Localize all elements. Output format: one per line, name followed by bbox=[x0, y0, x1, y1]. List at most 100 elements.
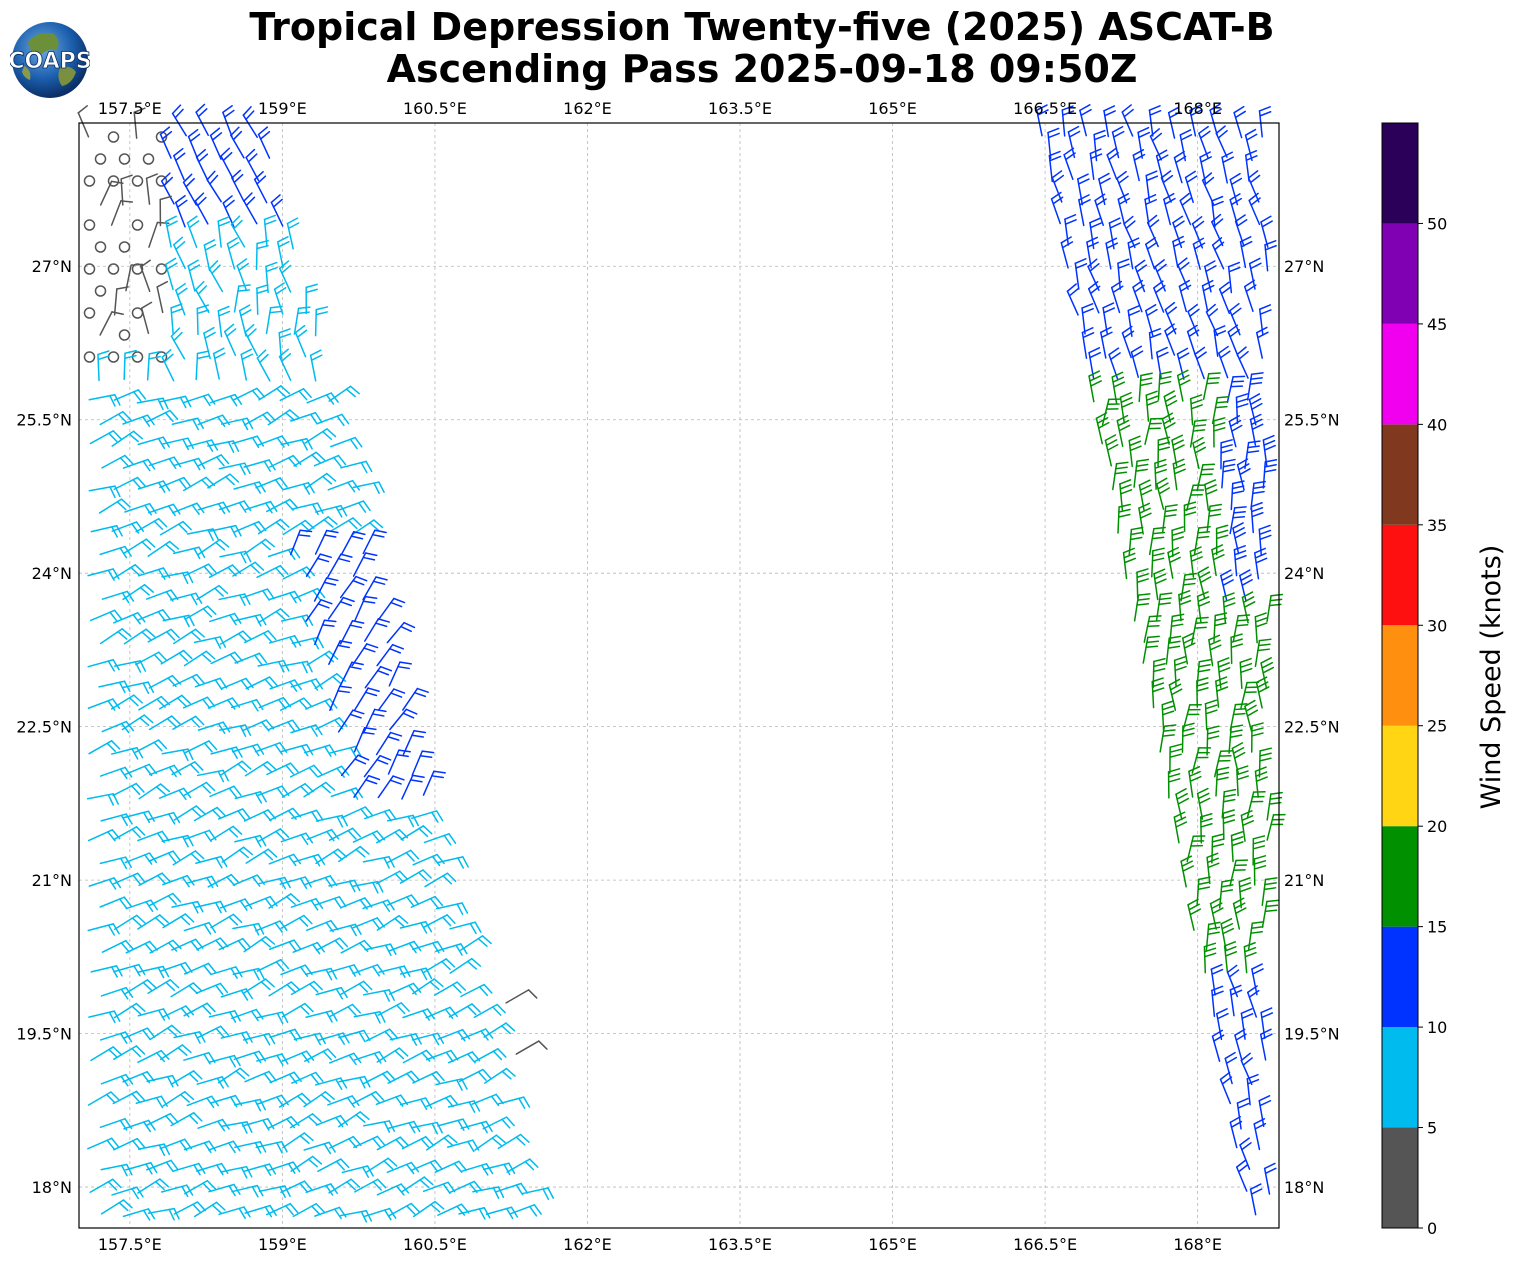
wind-barb bbox=[1177, 257, 1190, 290]
lon-tick-label-bottom: 159°E bbox=[258, 1235, 307, 1254]
wind-barb bbox=[245, 848, 278, 864]
wind-barb bbox=[1260, 215, 1273, 248]
wind-barb bbox=[88, 394, 121, 407]
lat-tick-label-right: 19.5°N bbox=[1284, 1025, 1340, 1044]
wind-barb bbox=[352, 1090, 385, 1105]
wind-barb bbox=[474, 1134, 506, 1151]
wind-barb bbox=[1211, 833, 1225, 864]
wind-barbs bbox=[77, 103, 1286, 1223]
lat-tick-label-right: 25.5°N bbox=[1284, 411, 1340, 430]
wind-barb bbox=[268, 981, 301, 997]
wind-barb bbox=[182, 393, 216, 407]
wind-barb bbox=[1183, 501, 1197, 533]
wind-barb bbox=[1260, 657, 1275, 690]
lon-tick-label-bottom: 168°E bbox=[1173, 1235, 1222, 1254]
wind-barb bbox=[195, 103, 209, 136]
wind-barb bbox=[159, 195, 172, 227]
wind-barb bbox=[365, 1157, 398, 1173]
wind-barb bbox=[267, 719, 301, 732]
wind-barb bbox=[212, 347, 226, 380]
wind-barb bbox=[88, 740, 121, 755]
wind-barb bbox=[99, 896, 132, 909]
wind-barb bbox=[1211, 237, 1225, 270]
wind-barb bbox=[376, 870, 409, 885]
wind-barb bbox=[509, 1204, 542, 1217]
wind-barb bbox=[161, 437, 194, 451]
wind-barb bbox=[149, 764, 182, 778]
wind-barb bbox=[123, 628, 156, 645]
wind-barb bbox=[339, 661, 364, 687]
wind-barb bbox=[1064, 214, 1077, 246]
wind-barb bbox=[278, 328, 292, 360]
wind-barb bbox=[1148, 328, 1162, 360]
wind-barb bbox=[376, 1183, 410, 1196]
wind-barb bbox=[1243, 941, 1257, 974]
wind-barb bbox=[304, 428, 337, 444]
wind-barb bbox=[1119, 479, 1133, 511]
wind-barb bbox=[328, 640, 353, 666]
wind-barb bbox=[505, 989, 538, 1004]
wind-barb bbox=[1224, 1051, 1238, 1085]
wind-barb bbox=[411, 750, 435, 776]
wind-barb bbox=[1201, 279, 1215, 313]
wind-barb bbox=[423, 833, 457, 846]
wind-barb bbox=[484, 1067, 516, 1084]
wind-barb bbox=[160, 649, 193, 665]
wind-barb bbox=[1233, 105, 1246, 139]
wind-barb bbox=[173, 1201, 206, 1215]
calm-circle bbox=[131, 175, 144, 187]
wind-barb bbox=[1266, 593, 1284, 623]
wind-barb bbox=[364, 618, 391, 642]
wind-barb bbox=[122, 810, 155, 824]
wind-barb bbox=[515, 1040, 548, 1055]
wind-barb bbox=[1051, 170, 1065, 203]
wind-barb bbox=[399, 920, 433, 934]
wind-barb bbox=[353, 775, 381, 798]
svg-text:COAPS: COAPS bbox=[10, 49, 90, 74]
wind-barb bbox=[99, 311, 124, 336]
colorbar-tick-label: 40 bbox=[1427, 415, 1447, 434]
wind-barb bbox=[242, 106, 258, 138]
wind-barb bbox=[244, 630, 277, 644]
wind-barb bbox=[362, 529, 387, 555]
wind-barb bbox=[267, 1116, 300, 1130]
wind-barb bbox=[1258, 1095, 1272, 1128]
wind-barb bbox=[386, 894, 420, 907]
wind-barb bbox=[1215, 125, 1228, 158]
wind-barb bbox=[1215, 766, 1230, 797]
wind-barb bbox=[377, 775, 405, 799]
wind-barb bbox=[1104, 434, 1119, 467]
wind-barb bbox=[290, 980, 323, 996]
wind-barb bbox=[313, 577, 339, 602]
wind-barb bbox=[240, 348, 254, 381]
wind-barb bbox=[1204, 699, 1218, 731]
wind-barb bbox=[244, 1070, 277, 1084]
calm-circle bbox=[107, 131, 120, 143]
wind-barb bbox=[352, 481, 385, 495]
wind-barb bbox=[1258, 106, 1272, 138]
wind-barb bbox=[1178, 279, 1192, 313]
wind-barb bbox=[1205, 303, 1219, 337]
wind-barb bbox=[1206, 725, 1220, 756]
wind-barb bbox=[233, 1098, 267, 1112]
wind-barb bbox=[1206, 852, 1220, 885]
wind-barb bbox=[208, 260, 224, 293]
lon-tick-label-top: 166.5°E bbox=[1013, 99, 1077, 118]
wind-barb bbox=[354, 595, 378, 622]
wind-barb bbox=[218, 937, 251, 951]
wind-barb bbox=[233, 481, 266, 494]
wind-barb bbox=[303, 1091, 335, 1108]
wind-barb bbox=[1238, 877, 1252, 909]
wind-barb bbox=[268, 893, 301, 909]
wind-barb bbox=[1221, 151, 1234, 184]
wind-barb bbox=[1258, 747, 1272, 778]
calm-circle bbox=[107, 263, 120, 275]
wind-barb bbox=[88, 485, 121, 499]
wind-barb bbox=[257, 608, 290, 624]
wind-barb bbox=[305, 599, 333, 622]
wind-barb bbox=[328, 385, 361, 402]
wind-barb bbox=[353, 1135, 386, 1149]
wind-barb bbox=[314, 1206, 347, 1220]
wind-barb bbox=[280, 914, 313, 929]
wind-barb bbox=[1229, 1115, 1243, 1149]
